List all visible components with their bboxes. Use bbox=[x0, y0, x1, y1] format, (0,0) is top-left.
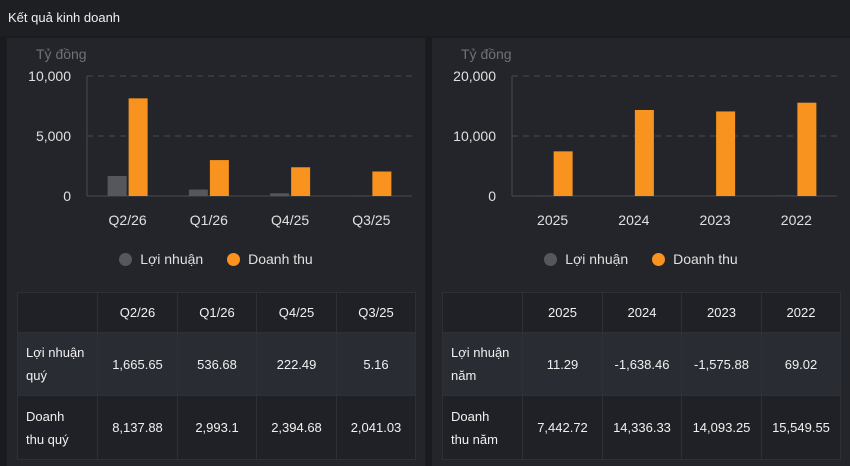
table-header-corner bbox=[442, 292, 523, 333]
table-cell: 2,394.68 bbox=[256, 395, 337, 460]
profit-legend-dot bbox=[544, 252, 558, 266]
profit-bar bbox=[270, 193, 290, 196]
quarterly-legend: Lợi nhuận Doanh thu bbox=[7, 251, 425, 269]
revenue-bar bbox=[716, 111, 736, 196]
revenue-legend-dot bbox=[652, 252, 666, 266]
table-cell: 536.68 bbox=[177, 332, 257, 396]
quarterly-table: Q2/26 Q1/26 Q4/25 Q3/25 Lợi nhuận quý 1,6… bbox=[17, 292, 416, 460]
table-header-cell: Q1/26 bbox=[177, 292, 257, 333]
table-header-cell: Q2/26 bbox=[97, 292, 178, 333]
yearly-table: 2025 2024 2023 2022 Lợi nhuận năm 11.29 -… bbox=[442, 292, 841, 460]
y-tick-label: 5,000 bbox=[36, 128, 71, 144]
table-cell: 5.16 bbox=[336, 332, 416, 396]
quarterly-chart: Tỷ đồng 0 5,000 10,000 Q2/26 Q1/26 Q4/25 Q3/25 bbox=[7, 38, 425, 318]
table-cell: 2,041.03 bbox=[336, 395, 416, 460]
table-cell: 11.29 bbox=[522, 332, 603, 396]
quarterly-chart-svg: Tỷ đồng 0 5,000 10,000 Q2/26 Q1/26 Q4/25 Q3/25 bbox=[28, 46, 412, 228]
table-row: Lợi nhuận quý 1,665.65 536.68 222.49 5.16 bbox=[17, 332, 416, 396]
legend-label-revenue: Doanh thu bbox=[248, 251, 313, 267]
yearly-chart: Tỷ đồng 0 10,000 20,000 2025 2024 2023 2022 bbox=[432, 38, 850, 318]
table-cell: 8,137.88 bbox=[97, 395, 178, 460]
table-header-cell: Q3/25 bbox=[336, 292, 416, 333]
x-tick-label: 2024 bbox=[618, 212, 649, 228]
table-header-cell: 2024 bbox=[602, 292, 682, 333]
revenue-bar bbox=[634, 109, 654, 196]
y-axis-unit-label: Tỷ đồng bbox=[461, 46, 512, 62]
legend-label-profit: Lợi nhuận bbox=[565, 251, 629, 267]
legend-item-profit[interactable]: Lợi nhuận bbox=[119, 251, 203, 267]
revenue-legend-dot bbox=[227, 252, 241, 266]
table-cell: 1,665.65 bbox=[97, 332, 178, 396]
legend-item-profit[interactable]: Lợi nhuận bbox=[544, 251, 628, 267]
legend-item-revenue[interactable]: Doanh thu bbox=[652, 251, 738, 267]
yearly-panel: Tỷ đồng 0 10,000 20,000 2025 2024 2023 2022 Lợi… bbox=[432, 38, 850, 466]
row-label: Doanh thu năm bbox=[442, 395, 523, 460]
yearly-chart-svg: Tỷ đồng 0 10,000 20,000 2025 2024 2023 2022 bbox=[453, 46, 837, 228]
table-row: Doanh thu năm 7,442.72 14,336.33 14,093.2… bbox=[442, 395, 841, 460]
row-label: Lợi nhuận năm bbox=[442, 332, 523, 396]
row-label: Lợi nhuận quý bbox=[17, 332, 98, 396]
revenue-bar bbox=[209, 160, 229, 196]
revenue-bar bbox=[797, 102, 817, 196]
x-tick-label: 2025 bbox=[537, 212, 568, 228]
y-tick-label: 0 bbox=[63, 188, 71, 204]
legend-label-revenue: Doanh thu bbox=[673, 251, 738, 267]
y-tick-label: 20,000 bbox=[453, 68, 496, 84]
revenue-bar bbox=[553, 151, 573, 196]
table-row: Doanh thu quý 8,137.88 2,993.1 2,394.68 2… bbox=[17, 395, 416, 460]
y-axis-unit-label: Tỷ đồng bbox=[36, 46, 87, 62]
legend-item-revenue[interactable]: Doanh thu bbox=[227, 251, 313, 267]
section-title: Kết quả kinh doanh bbox=[8, 10, 121, 25]
table-row: Lợi nhuận năm 11.29 -1,638.46 -1,575.88 6… bbox=[442, 332, 841, 396]
x-tick-label: Q4/25 bbox=[271, 212, 309, 228]
revenue-bar bbox=[372, 171, 392, 196]
profit-legend-dot bbox=[119, 252, 133, 266]
table-cell: 14,336.33 bbox=[602, 395, 682, 460]
table-header-cell: 2023 bbox=[681, 292, 762, 333]
profit-bar bbox=[188, 189, 208, 196]
table-cell: 7,442.72 bbox=[522, 395, 603, 460]
table-cell: 2,993.1 bbox=[177, 395, 257, 460]
table-cell: 69.02 bbox=[761, 332, 841, 396]
yearly-legend: Lợi nhuận Doanh thu bbox=[432, 251, 850, 269]
table-header-cell: Q4/25 bbox=[256, 292, 337, 333]
x-tick-label: Q1/26 bbox=[190, 212, 228, 228]
legend-label-profit: Lợi nhuận bbox=[140, 251, 204, 267]
table-cell: -1,575.88 bbox=[681, 332, 762, 396]
revenue-bar bbox=[128, 98, 148, 196]
table-cell: 15,549.55 bbox=[761, 395, 841, 460]
table-header-cell: 2025 bbox=[522, 292, 603, 333]
table-header-corner bbox=[17, 292, 98, 333]
x-tick-label: Q2/26 bbox=[109, 212, 147, 228]
y-tick-label: 10,000 bbox=[453, 128, 496, 144]
x-tick-label: Q3/25 bbox=[352, 212, 390, 228]
quarterly-panel: Tỷ đồng 0 5,000 10,000 Q2/26 Q1/26 Q4/25 Q3/25 … bbox=[7, 38, 425, 466]
profit-bar bbox=[107, 176, 127, 196]
x-tick-label: 2022 bbox=[781, 212, 812, 228]
table-header-row: 2025 2024 2023 2022 bbox=[442, 292, 841, 333]
table-header-row: Q2/26 Q1/26 Q4/25 Q3/25 bbox=[17, 292, 416, 333]
table-cell: 222.49 bbox=[256, 332, 337, 396]
row-label: Doanh thu quý bbox=[17, 395, 98, 460]
x-tick-label: 2023 bbox=[700, 212, 731, 228]
revenue-bar bbox=[291, 167, 311, 196]
y-tick-label: 0 bbox=[488, 188, 496, 204]
table-header-cell: 2022 bbox=[761, 292, 841, 333]
y-tick-label: 10,000 bbox=[28, 68, 71, 84]
table-cell: 14,093.25 bbox=[681, 395, 762, 460]
table-cell: -1,638.46 bbox=[602, 332, 682, 396]
section-header: Kết quả kinh doanh bbox=[0, 0, 850, 36]
